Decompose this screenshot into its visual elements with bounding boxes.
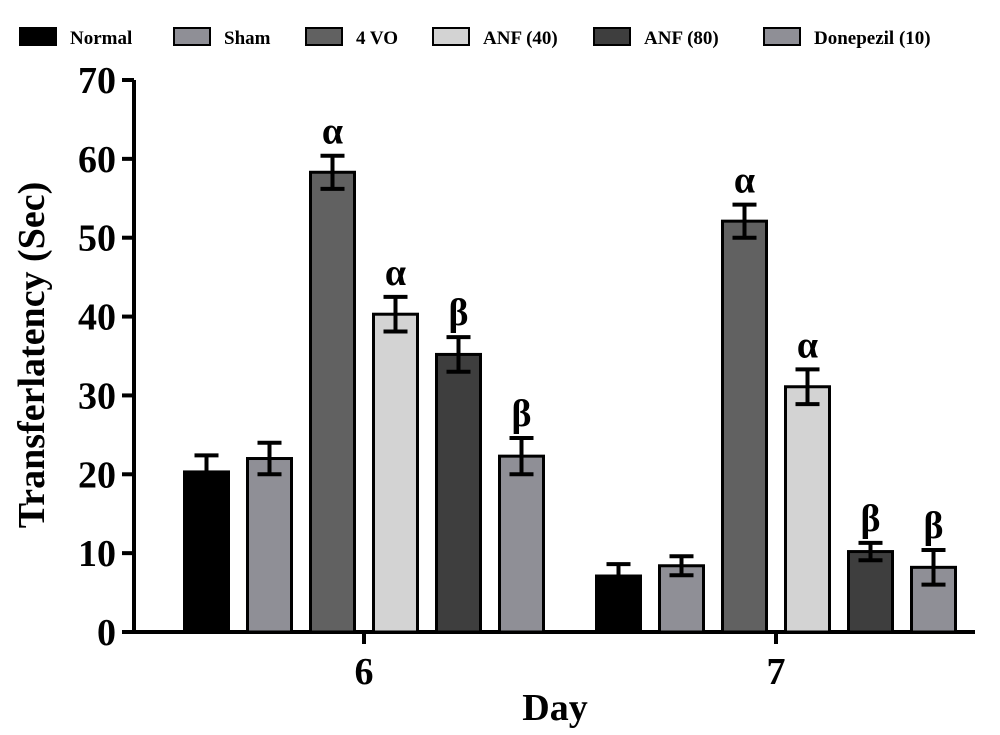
legend-swatch xyxy=(19,27,57,46)
error-bar xyxy=(858,540,883,563)
y-axis-title: Transferlatency (Sec) xyxy=(11,182,53,528)
bar xyxy=(847,550,894,634)
y-axis: 0 10 20 30 40 50 60 70 xyxy=(78,60,136,654)
y-tick-label: 70 xyxy=(78,60,116,102)
legend-item: Donepezil (10) xyxy=(763,27,931,49)
significance-label: α xyxy=(734,160,755,202)
error-bar xyxy=(795,367,820,407)
legend-item: ANF (40) xyxy=(432,27,558,49)
error-bar xyxy=(669,554,694,578)
y-tick-label: 0 xyxy=(97,612,116,654)
legend-swatch xyxy=(305,27,343,46)
significance-label: β xyxy=(923,505,943,547)
error-bar xyxy=(606,562,631,590)
bar xyxy=(498,454,545,634)
x-tick-label: 6 xyxy=(355,651,374,693)
y-tick-label: 20 xyxy=(78,454,116,496)
legend-swatch xyxy=(593,27,631,46)
significance-label: β xyxy=(860,498,880,540)
bar xyxy=(309,170,356,634)
y-tick-label: 10 xyxy=(78,533,116,575)
bar xyxy=(183,470,230,634)
legend-label: Donepezil (10) xyxy=(814,28,931,49)
significance-label: β xyxy=(448,292,468,334)
significance-label: α xyxy=(385,252,406,294)
legend-item: Sham xyxy=(173,27,271,49)
error-bar xyxy=(732,202,757,240)
error-bar xyxy=(194,453,219,491)
error-bar xyxy=(509,436,534,477)
y-tick-label: 40 xyxy=(78,297,116,339)
legend-item: Normal xyxy=(19,27,132,49)
bar xyxy=(721,219,768,634)
bar xyxy=(435,352,482,634)
legend-label: ANF (40) xyxy=(483,28,558,49)
significance-label: α xyxy=(797,324,818,366)
significance-label: α xyxy=(322,111,343,153)
y-tick-label: 60 xyxy=(78,139,116,181)
legend-label: Normal xyxy=(70,28,132,49)
legend-swatch xyxy=(432,27,470,46)
legend: Normal Sham 4 VO ANF (40) ANF (80) Donepezil … xyxy=(19,27,931,49)
bar xyxy=(246,457,293,634)
legend-swatch xyxy=(173,27,211,46)
significance-label: β xyxy=(511,393,531,435)
y-tick-label: 50 xyxy=(78,218,116,260)
error-bar xyxy=(257,440,282,477)
y-tick-label: 30 xyxy=(78,375,116,417)
bar xyxy=(784,385,831,634)
x-axis-title: Day xyxy=(522,687,587,729)
legend-label: 4 VO xyxy=(356,28,398,49)
x-tick-label: 7 xyxy=(767,651,786,693)
legend-label: ANF (80) xyxy=(644,28,719,49)
error-bar xyxy=(446,335,471,374)
error-bar xyxy=(383,294,408,334)
error-bar xyxy=(320,153,345,191)
bar xyxy=(372,312,419,634)
legend-label: Sham xyxy=(224,28,271,49)
legend-item: ANF (80) xyxy=(593,27,719,49)
error-bar xyxy=(921,547,946,587)
legend-swatch xyxy=(763,27,801,46)
legend-item: 4 VO xyxy=(305,27,398,49)
